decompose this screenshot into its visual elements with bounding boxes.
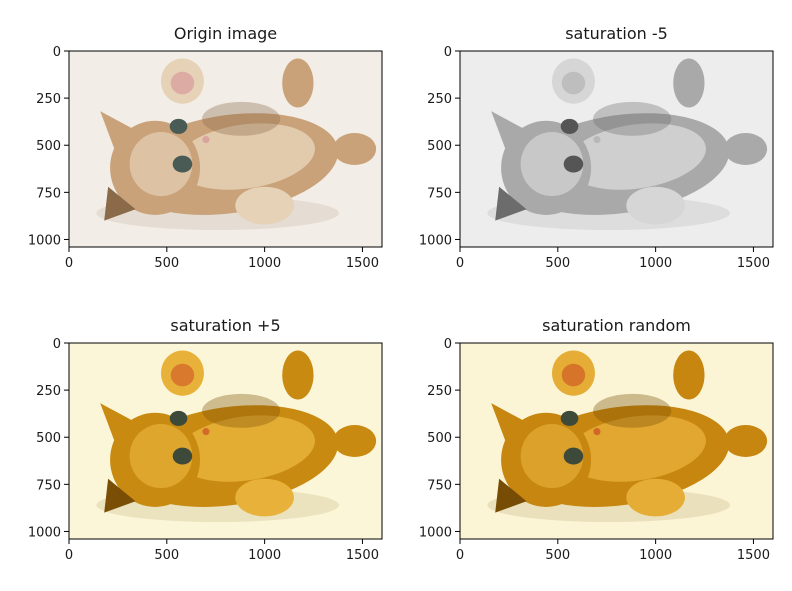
y-tick-label: 250 [427, 92, 452, 107]
y-tick-label: 500 [427, 139, 452, 154]
x-tick-label: 500 [545, 256, 570, 271]
paw [235, 186, 294, 225]
y-tick-label: 0 [444, 45, 452, 60]
paw [626, 478, 685, 517]
x-tick-label: 1500 [737, 548, 770, 563]
subplot-title: saturation random [542, 316, 691, 335]
y-tick-label: 750 [427, 186, 452, 201]
ear [491, 111, 527, 159]
subplot-4: saturation random 0 500 1000 1500 0 250 500 750 1… [419, 316, 774, 563]
x-tick-label: 1500 [737, 256, 770, 271]
ear [495, 478, 527, 513]
y-tick-label: 0 [53, 45, 61, 60]
axes-frame [459, 342, 774, 540]
x-tick-label: 0 [456, 548, 464, 563]
paw [333, 132, 377, 166]
eye [169, 410, 188, 426]
y-tick-label: 750 [36, 478, 61, 493]
axes-frame [68, 342, 383, 540]
x-tick-label: 0 [456, 256, 464, 271]
x-tick-label: 1500 [346, 548, 379, 563]
subplot-2: saturation -5 0 500 1000 1500 0 250 500 750 1000 [419, 24, 774, 271]
y-tick-label: 1000 [28, 233, 61, 248]
ear [491, 403, 527, 451]
x-tick-label: 500 [545, 548, 570, 563]
x-tick-label: 500 [154, 548, 179, 563]
eye [563, 155, 584, 173]
y-tick-label: 250 [427, 384, 452, 399]
kitten-image [460, 51, 773, 247]
eye [169, 118, 188, 134]
paw [282, 58, 314, 108]
y-tick-label: 500 [36, 139, 61, 154]
eye [563, 447, 584, 465]
paw [724, 132, 768, 166]
paw [333, 424, 377, 458]
x-tick-label: 1000 [639, 548, 672, 563]
paw [282, 350, 314, 400]
y-tick-label: 1000 [419, 233, 452, 248]
x-tick-label: 0 [65, 256, 73, 271]
x-tick-label: 500 [154, 256, 179, 271]
y-tick-label: 500 [427, 431, 452, 446]
kitten-image [460, 343, 773, 539]
y-tick-label: 0 [53, 337, 61, 352]
y-tick-label: 0 [444, 337, 452, 352]
subplot-title: Origin image [174, 24, 277, 43]
y-tick-label: 750 [36, 186, 61, 201]
paw [724, 424, 768, 458]
subplot-1: Origin image 0 500 1000 1500 0 250 500 750 1000 [28, 24, 383, 271]
eye [172, 447, 193, 465]
x-tick-label: 1500 [346, 256, 379, 271]
subplot-3: saturation +5 0 500 1000 1500 0 250 500 750 1000 [28, 316, 383, 563]
eye [560, 410, 579, 426]
eye [560, 118, 579, 134]
y-tick-label: 1000 [28, 525, 61, 540]
axes-frame [459, 50, 774, 248]
kitten-image [69, 51, 382, 247]
ear [104, 478, 136, 513]
paw [673, 350, 705, 400]
y-tick-label: 250 [36, 384, 61, 399]
x-tick-label: 0 [65, 548, 73, 563]
ear [104, 186, 136, 221]
x-tick-label: 1000 [248, 548, 281, 563]
y-tick-label: 750 [427, 478, 452, 493]
kitten-image [69, 343, 382, 539]
eye [172, 155, 193, 173]
y-tick-label: 1000 [419, 525, 452, 540]
subplot-title: saturation -5 [565, 24, 668, 43]
paw [235, 478, 294, 517]
x-tick-label: 1000 [639, 256, 672, 271]
ear [100, 403, 136, 451]
paw [626, 186, 685, 225]
axes-frame [68, 50, 383, 248]
ear [100, 111, 136, 159]
subplot-title: saturation +5 [170, 316, 280, 335]
ear [495, 186, 527, 221]
paw [673, 58, 705, 108]
x-tick-label: 1000 [248, 256, 281, 271]
y-tick-label: 250 [36, 92, 61, 107]
y-tick-label: 500 [36, 431, 61, 446]
